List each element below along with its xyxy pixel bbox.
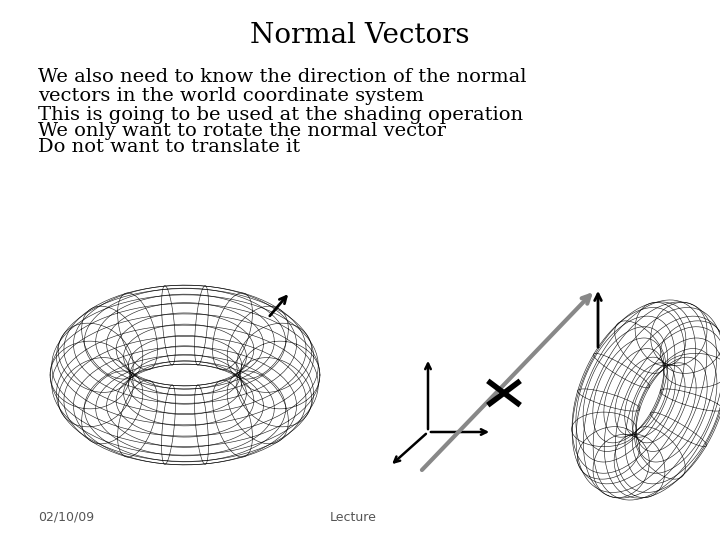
- Text: This is going to be used at the shading operation: This is going to be used at the shading …: [38, 106, 523, 124]
- Text: vectors in the world coordinate system: vectors in the world coordinate system: [38, 87, 424, 105]
- Text: We also need to know the direction of the normal: We also need to know the direction of th…: [38, 68, 526, 86]
- Text: Lecture: Lecture: [330, 511, 377, 524]
- Text: Do not want to translate it: Do not want to translate it: [38, 138, 300, 156]
- Text: We only want to rotate the normal vector: We only want to rotate the normal vector: [38, 122, 446, 140]
- Text: Normal Vectors: Normal Vectors: [251, 22, 469, 49]
- Text: 02/10/09: 02/10/09: [38, 511, 94, 524]
